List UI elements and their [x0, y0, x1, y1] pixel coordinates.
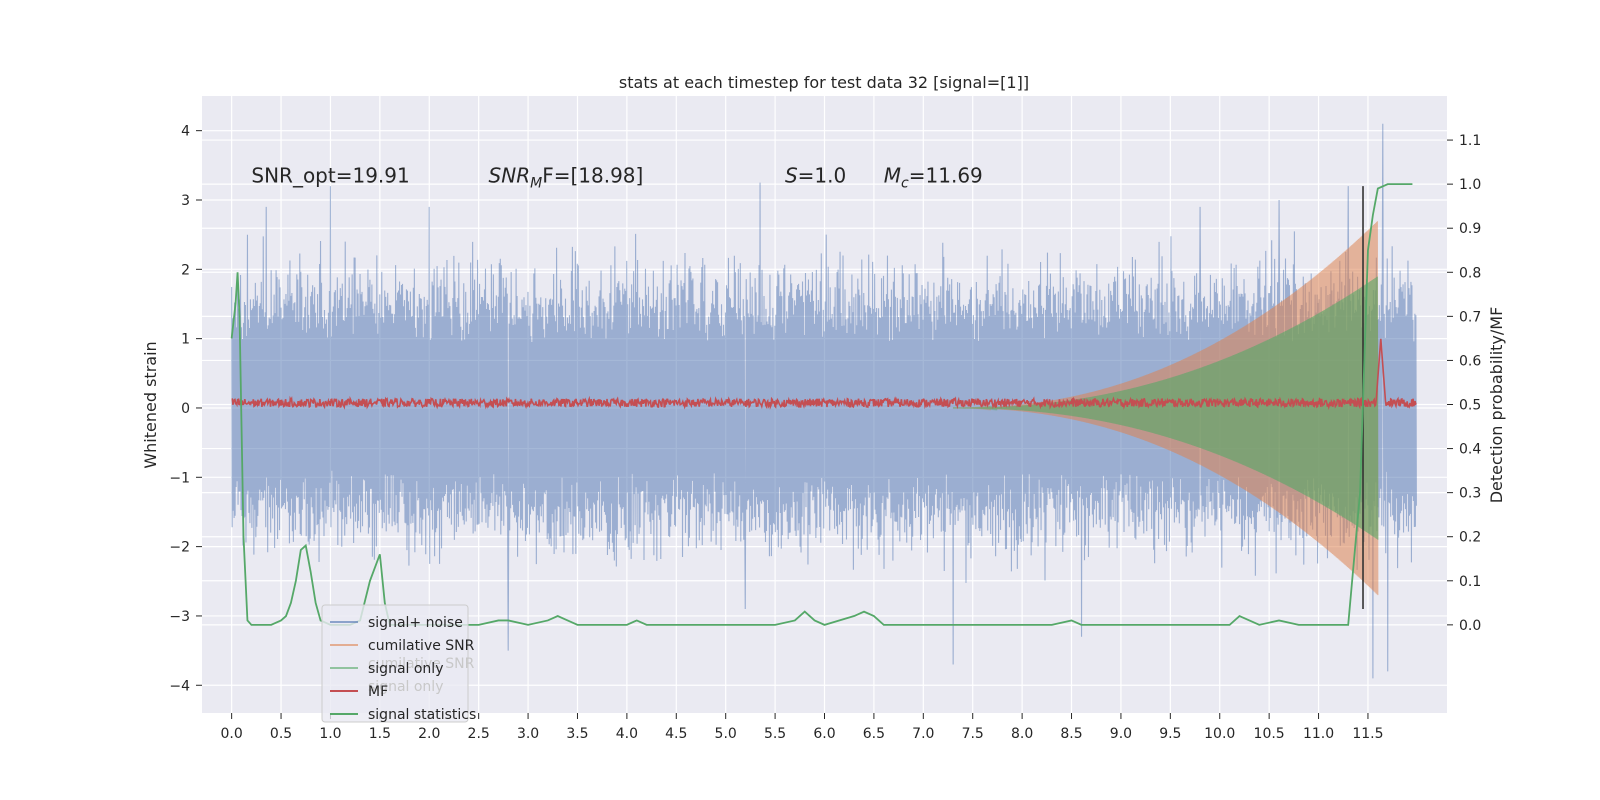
annotation-snr-opt: SNR_opt=19.91 [251, 164, 409, 188]
y-right-tick-label: 0.1 [1459, 574, 1481, 590]
left-axis: −4 −3 −2 −1 0 1 2 3 4 [169, 124, 202, 694]
y-right-tick-label: 0.2 [1459, 530, 1481, 546]
legend-ghost-label: signal only [368, 679, 443, 695]
x-tick-label: 5.5 [764, 726, 786, 742]
chart-marks [230, 123, 1417, 679]
annotation-mc-val: Mc=11.69 [884, 164, 983, 192]
x-tick-label: 10.0 [1204, 726, 1235, 742]
chart-title: stats at each timestep for test data 32 … [619, 73, 1029, 92]
y-tick-label: 3 [181, 193, 190, 209]
legend-label: signal statistics [368, 707, 476, 723]
y-right-tick-label: 1.0 [1459, 177, 1481, 193]
right-axis: 0.0 0.1 0.2 0.3 0.4 0.5 0.6 0.7 0.8 0.9 1.0 1.1 [1447, 133, 1481, 634]
y-right-tick-label: 0.7 [1459, 309, 1481, 325]
y-right-tick-label: 0.9 [1459, 221, 1481, 237]
x-tick-label: 3.0 [517, 726, 539, 742]
x-tick-label: 1.5 [369, 726, 391, 742]
y-right-tick-label: 0.3 [1459, 486, 1481, 502]
y-tick-label: −4 [169, 678, 190, 694]
y-right-axis-label: Detection probability/MF [1487, 307, 1506, 504]
legend-label: MF [368, 684, 388, 700]
y-tick-label: 1 [181, 332, 190, 348]
x-tick-label: 7.0 [912, 726, 934, 742]
x-tick-label: 1.0 [319, 726, 341, 742]
annotations: SNR_opt=19.91 SNRMF=[18.98] S=1.0 Mc=11.69 [251, 164, 982, 192]
series-signal-only-line [952, 276, 1379, 540]
y-right-tick-label: 0.5 [1459, 398, 1481, 414]
y-right-tick-label: 0.4 [1459, 442, 1481, 458]
y-tick-label: 4 [181, 124, 190, 140]
y-right-tick-label: 1.1 [1459, 133, 1481, 149]
y-right-tick-label: 0.0 [1459, 618, 1481, 634]
x-tick-label: 10.5 [1254, 726, 1285, 742]
annotation-snr-mf: SNRMF=[18.98] [489, 164, 644, 192]
y-tick-label: −2 [169, 540, 190, 556]
x-tick-label: 4.0 [616, 726, 638, 742]
legend-label: cumilative SNR [368, 638, 475, 654]
y-axis-label: Whitened strain [141, 341, 160, 468]
y-tick-label: 0 [181, 401, 190, 417]
x-tick-label: 9.0 [1110, 726, 1132, 742]
legend-ghost-label: cumilative SNR [368, 656, 475, 672]
annotation-s-val: S=1.0 [785, 164, 846, 188]
x-tick-label: 2.0 [418, 726, 440, 742]
x-tick-label: 8.0 [1011, 726, 1033, 742]
legend-label: signal+ noise [368, 615, 463, 631]
y-tick-label: 2 [181, 262, 190, 278]
x-tick-label: 6.0 [813, 726, 835, 742]
legend-label: signal only [368, 661, 443, 677]
y-right-tick-label: 0.6 [1459, 353, 1481, 369]
series-mf-line [231, 338, 1417, 411]
x-tick-label: 0.0 [221, 726, 243, 742]
x-tick-label: 3.5 [566, 726, 588, 742]
y-tick-label: −1 [169, 470, 190, 486]
legend-box [321, 604, 469, 723]
x-tick-label: 4.5 [665, 726, 687, 742]
x-tick-label: 9.5 [1159, 726, 1181, 742]
x-tick-label: 0.5 [270, 726, 292, 742]
x-tick-label: 11.5 [1352, 726, 1383, 742]
x-tick-label: 11.0 [1303, 726, 1334, 742]
series-signal-statistics-line [230, 183, 1413, 626]
x-tick-label: 8.5 [1060, 726, 1082, 742]
y-tick-label: −3 [169, 609, 190, 625]
x-axis: 0.0 0.5 1.0 1.5 2.0 2.5 3.0 3.5 4.0 4.5 5.0 5.5 6.0 6… [221, 713, 1384, 742]
x-tick-label: 5.0 [715, 726, 737, 742]
y-right-tick-label: 0.8 [1459, 265, 1481, 281]
x-tick-label: 7.5 [962, 726, 984, 742]
x-tick-label: 2.5 [468, 726, 490, 742]
x-tick-label: 6.5 [863, 726, 885, 742]
